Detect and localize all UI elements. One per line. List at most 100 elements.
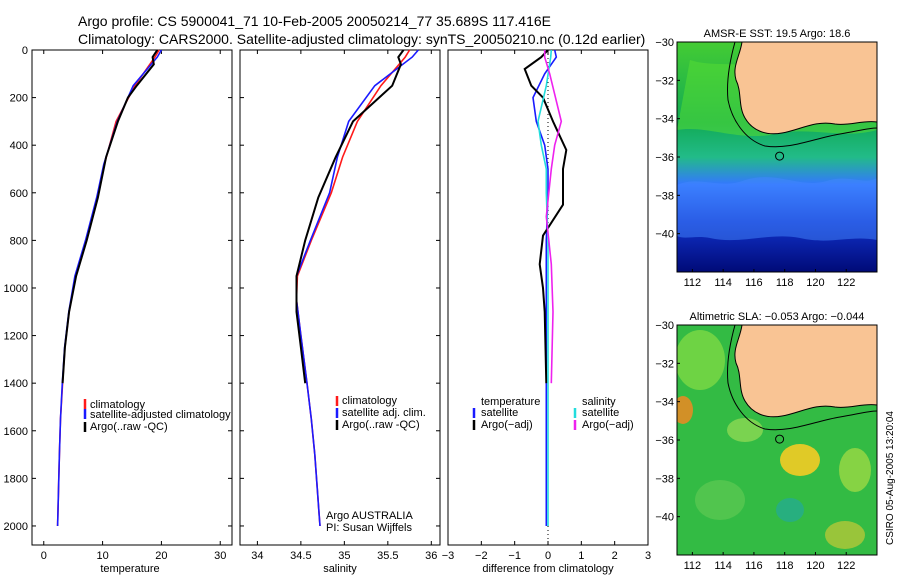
sst-xtick-label: 118 xyxy=(776,277,794,289)
difference-xlabel: difference from climatology xyxy=(482,563,614,575)
diff-line-salinity-argo-adj xyxy=(543,50,563,384)
sla-argo-marker xyxy=(775,434,785,444)
diff-line-temperature-satellite xyxy=(532,49,558,526)
diff-legend-salinity: salinity xyxy=(582,396,616,408)
sal-legend-clim: climatology xyxy=(342,395,398,407)
sst-xtick-label: 116 xyxy=(745,277,763,289)
header-line-2: Climatology: CARS2000. Satellite-adjuste… xyxy=(78,31,645,47)
diff-xtick-label: −3 xyxy=(442,550,455,562)
temperature-xlabel: temperature xyxy=(100,563,159,575)
sla-anomaly-5 xyxy=(776,498,804,522)
difference-x-ticks: −3 −2 −1 0 1 2 3 xyxy=(442,50,651,562)
sla-xtick-label: 118 xyxy=(776,560,794,572)
sal-xtick-label: 34.5 xyxy=(290,550,311,562)
argo-program-label: Argo AUSTRALIA xyxy=(326,510,413,522)
sst-bathymetry-contour xyxy=(727,42,877,148)
temperature-axes-box xyxy=(31,49,233,546)
sal-xtick-label: 36 xyxy=(425,550,437,562)
salinity-legend: climatology satellite adj. clim. Argo(..… xyxy=(335,395,426,431)
sst-map-title: AMSR-E SST: 19.5 Argo: 18.6 xyxy=(704,28,851,40)
diff-xtick-label: 2 xyxy=(612,550,618,562)
diff-xtick-label: 0 xyxy=(545,550,551,562)
diff-legend-temp-satellite: satellite xyxy=(481,407,518,419)
sst-ytick-label: −40 xyxy=(655,229,674,241)
temp-ytick-label: 800 xyxy=(10,235,28,247)
difference-lines xyxy=(523,49,568,526)
diff-xtick-label: −1 xyxy=(508,550,521,562)
sst-map-ticks: 112 114 116 118 120 122 −30 −32 −34 −36 −38 −40 xyxy=(655,37,855,289)
csiro-credit: CSIRO 05-Aug-2005 13:20:04 xyxy=(885,411,896,545)
sst-argo-marker xyxy=(775,151,785,161)
sst-cool-band xyxy=(677,177,877,241)
sla-ytick-label: −30 xyxy=(655,320,674,332)
temperature-lines xyxy=(56,49,163,527)
diff-legend-sal-satellite: satellite xyxy=(582,407,619,419)
temp-ytick-label: 1000 xyxy=(4,283,28,295)
sla-ytick-label: −40 xyxy=(655,512,674,524)
temp-line-argo-raw-qc xyxy=(61,49,159,384)
sal-legend-sat: satellite adj. clim. xyxy=(342,407,426,419)
sst-land-australia xyxy=(734,42,877,135)
sla-ytick-label: −34 xyxy=(655,397,674,409)
sst-ytick-label: −38 xyxy=(655,190,674,202)
temp-xtick-label: 30 xyxy=(214,550,226,562)
sla-xtick-label: 114 xyxy=(714,560,732,572)
sal-legend-argo: Argo(..raw -QC) xyxy=(342,419,420,431)
sla-map-panel: Altimetric SLA: −0.053 Argo: −0.044 112 1… xyxy=(655,311,878,572)
salinity-panel: 34 34.5 35 35.5 36 salinity climatology sate… xyxy=(239,49,441,575)
sst-ytick-label: −30 xyxy=(655,37,674,49)
sst-xtick-label: 120 xyxy=(806,277,824,289)
sst-ytick-label: −32 xyxy=(655,75,674,87)
temp-ytick-label: 1200 xyxy=(4,331,28,343)
diff-line-salinity-satellite xyxy=(537,49,553,526)
salinity-lines xyxy=(295,49,419,527)
sst-map-panel: AMSR-E SST: 19.5 Argo: 18.6 112 114 116 118… xyxy=(655,28,878,289)
diff-xtick-label: −2 xyxy=(475,550,488,562)
diff-legend-temp-argo: Argo(−adj) xyxy=(481,419,533,431)
sal-xtick-label: 35 xyxy=(338,550,350,562)
sla-anomaly-7 xyxy=(695,480,745,520)
temp-xtick-label: 0 xyxy=(41,550,47,562)
sst-map-image xyxy=(677,42,877,272)
sst-ytick-label: −36 xyxy=(655,152,674,164)
sst-ytick-label: −34 xyxy=(655,114,674,126)
sal-line-argo-raw-qc xyxy=(295,49,405,384)
sla-land-australia xyxy=(734,325,877,418)
temp-legend-sat: satellite-adjusted climatology xyxy=(90,409,231,421)
difference-panel: −3 −2 −1 0 1 2 3 difference from climatology t… xyxy=(442,49,651,575)
temp-ytick-label: 600 xyxy=(10,188,28,200)
sla-anomaly-2 xyxy=(677,396,693,424)
sla-xtick-label: 112 xyxy=(684,560,702,572)
sla-anomaly-8 xyxy=(825,521,865,549)
sst-xtick-label: 112 xyxy=(684,277,702,289)
sla-map-title: Altimetric SLA: −0.053 Argo: −0.044 xyxy=(690,311,865,323)
temp-ytick-label: 0 xyxy=(22,45,28,57)
sla-anomaly-4 xyxy=(727,418,763,442)
temp-ytick-label: 400 xyxy=(10,140,28,152)
temp-ytick-label: 200 xyxy=(10,93,28,105)
temp-ytick-label: 2000 xyxy=(4,521,28,533)
sla-xtick-label: 120 xyxy=(806,560,824,572)
pi-name-label: PI: Susan Wijffels xyxy=(326,522,412,534)
temp-ytick-label: 1800 xyxy=(4,473,28,485)
salinity-axes-box xyxy=(239,49,441,546)
header-line-1: Argo profile: CS 5900041_71 10-Feb-2005 … xyxy=(78,13,551,29)
temp-xtick-label: 10 xyxy=(96,550,108,562)
temperature-panel: 0 200 400 600 800 1000 1200 1400 1600 1800 2000 0 1… xyxy=(4,45,233,575)
sst-xtick-label: 114 xyxy=(714,277,732,289)
sla-ytick-label: −36 xyxy=(655,435,674,447)
salinity-xlabel: salinity xyxy=(323,563,357,575)
temp-xtick-label: 20 xyxy=(155,550,167,562)
temp-legend-clim: climatology xyxy=(90,399,146,411)
salinity-x-ticks: 34 34.5 35 35.5 36 xyxy=(251,50,437,562)
temperature-x-ticks: 0 10 20 30 xyxy=(41,50,226,562)
sla-anomaly-1 xyxy=(677,330,725,390)
sal-xtick-label: 35.5 xyxy=(377,550,398,562)
sla-anomaly-3 xyxy=(780,444,820,476)
diff-line-temperature-argo-adj xyxy=(523,49,568,384)
sla-map-image xyxy=(677,325,877,555)
sal-xtick-label: 34 xyxy=(251,550,263,562)
sla-xtick-label: 122 xyxy=(837,560,855,572)
difference-legend: temperature satellite Argo(−adj) salinit… xyxy=(472,396,634,431)
